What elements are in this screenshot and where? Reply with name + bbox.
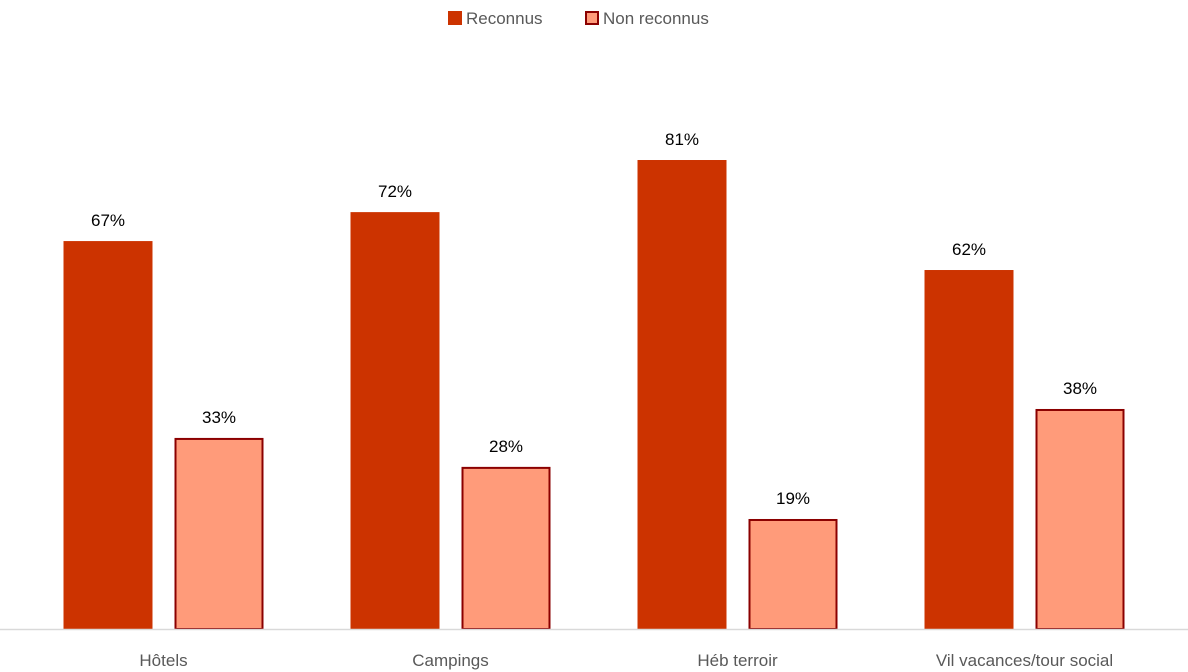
legend-swatch-non-reconnus	[585, 11, 599, 25]
category-label-3: Héb terroir	[697, 651, 778, 670]
bar-reconnus-1	[63, 241, 153, 629]
bar-reconnus-4	[924, 270, 1014, 629]
bar-non-reconnus-4	[1035, 408, 1125, 631]
chart-legend: Reconnus Non reconnus	[448, 9, 709, 28]
bar-reconnus-2	[350, 212, 440, 629]
data-label-non-reconnus-4: 38%	[1063, 379, 1097, 398]
category-label-1: Hôtels	[139, 651, 187, 670]
data-label-reconnus-3: 81%	[665, 130, 699, 149]
data-label-non-reconnus-3: 19%	[776, 489, 810, 508]
data-label-reconnus-1: 67%	[91, 211, 125, 230]
data-label-non-reconnus-2: 28%	[489, 437, 523, 456]
x-axis-category-labels: Hôtels Campings Héb terroir Vil vacances/to…	[139, 651, 1113, 670]
chart-data-labels: 67% 33% 72% 28% 81% 19% 62% 38%	[91, 130, 1097, 508]
category-label-2: Campings	[412, 651, 489, 670]
chart-bars	[63, 160, 1125, 631]
data-label-reconnus-2: 72%	[378, 182, 412, 201]
bar-reconnus-3	[637, 160, 727, 629]
data-label-non-reconnus-1: 33%	[202, 408, 236, 427]
data-label-reconnus-4: 62%	[952, 240, 986, 259]
bar-non-reconnus-1	[174, 437, 264, 630]
bar-non-reconnus-2	[461, 466, 551, 630]
bar-non-reconnus-3	[748, 518, 838, 630]
legend-label-reconnus: Reconnus	[466, 9, 543, 28]
category-label-4: Vil vacances/tour social	[936, 651, 1113, 670]
legend-swatch-reconnus	[448, 11, 462, 25]
legend-label-non-reconnus: Non reconnus	[603, 9, 709, 28]
